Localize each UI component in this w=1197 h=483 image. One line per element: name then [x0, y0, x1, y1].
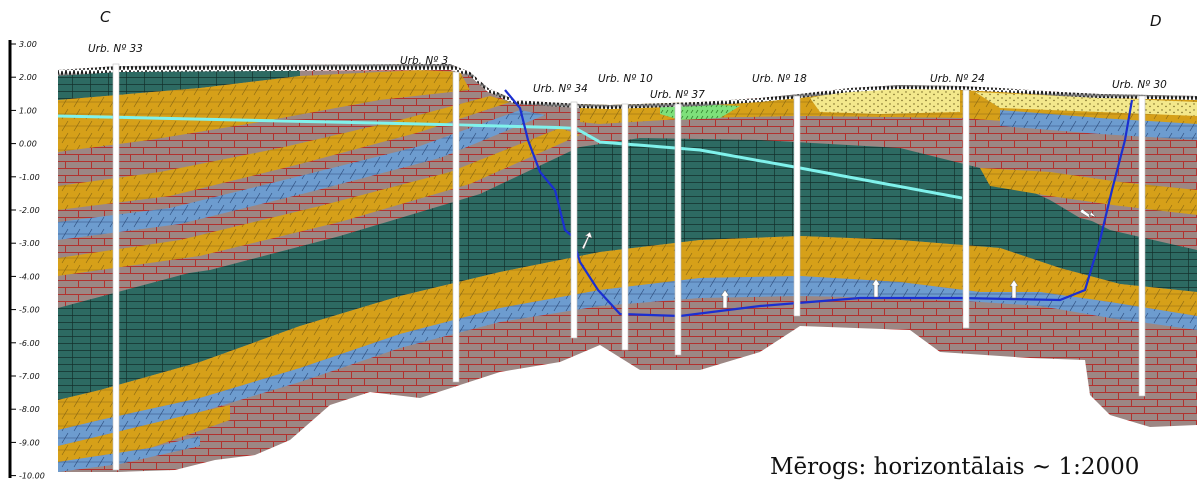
borehole-18 [793, 95, 801, 317]
axis-tick-label: -5.00 [19, 306, 40, 315]
stratum-sandstone-3 [58, 128, 580, 276]
section-start-label: C [100, 8, 111, 26]
stratum-dolomite-deep [58, 436, 200, 472]
axis-tick-label: -10.00 [19, 472, 45, 481]
stratum-dolomite-1 [58, 110, 545, 240]
borehole-label: Urb. Nº 18 [752, 73, 807, 85]
flow-arrow-icon [581, 231, 593, 250]
borehole-label: Urb. Nº 37 [650, 89, 705, 101]
elevation-axis: 3.00 2.00 1.00 0.00 -1.00 -2.00 -3.00 -4.00 -5.0… [8, 40, 45, 481]
flow-arrow-icon [1079, 208, 1097, 219]
axis-tick-label: -8.00 [19, 405, 40, 414]
stratum-clay-band-2 [58, 135, 590, 292]
axis-tick-label: -4.00 [19, 272, 40, 281]
stratum-sandstone-deep [58, 405, 230, 462]
borehole-10 [621, 103, 629, 351]
stratum-clay-right [1050, 200, 1197, 235]
axis-tick-label: -2.00 [19, 206, 40, 215]
borehole-label: Urb. Nº 24 [930, 73, 985, 85]
borehole-label: Urb. Nº 10 [598, 73, 653, 85]
axis-tick-label: -7.00 [19, 372, 40, 381]
section-end-label: D [1150, 12, 1162, 30]
flow-arrow-icon [1009, 279, 1019, 299]
boreholes: Urb. Nº 33 Urb. Nº 3 Urb. Nº 34 Urb. Nº 10 U… [88, 43, 1167, 471]
borehole-33 [112, 63, 120, 471]
scale-caption: Mērogs: horizontālais ~ 1:2000 [770, 454, 1139, 480]
borehole-label: Urb. Nº 34 [533, 83, 588, 95]
stratum-dolomite-right [1000, 110, 1197, 140]
stratum-sandstone-1 [58, 70, 470, 152]
strata [58, 64, 1197, 472]
borehole-37 [674, 103, 682, 356]
borehole-label: Urb. Nº 3 [400, 55, 448, 67]
stratum-sand-surface [810, 86, 960, 114]
axis-tick-label: 3.00 [19, 40, 37, 49]
axis-tick-label: 0.00 [19, 140, 37, 149]
stratum-clay-band-1 [58, 90, 490, 186]
borehole-34 [570, 101, 578, 339]
axis-tick-label: -3.00 [19, 239, 40, 248]
axis-tick-label: 1.00 [19, 106, 37, 115]
borehole-label: Urb. Nº 33 [88, 43, 143, 55]
axis-tick-label: -6.00 [19, 339, 40, 348]
borehole-label: Urb. Nº 30 [1112, 79, 1167, 91]
flow-arrow-icon [871, 278, 881, 298]
borehole-24 [962, 89, 970, 329]
piezometric-line-main [570, 99, 1134, 318]
axis-tick-label: -1.00 [19, 173, 40, 182]
axis-tick-label: 2.00 [19, 73, 37, 82]
borehole-30 [1138, 95, 1146, 397]
stratum-marl-main [58, 138, 1197, 400]
flow-arrows [581, 208, 1097, 309]
piezometric-line-left [504, 89, 573, 237]
borehole-3 [452, 71, 460, 383]
axis-tick-label: -9.00 [19, 438, 40, 447]
flow-arrow-icon [720, 289, 730, 309]
